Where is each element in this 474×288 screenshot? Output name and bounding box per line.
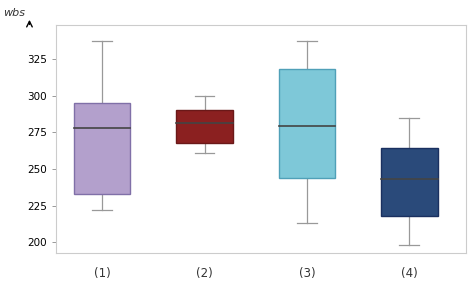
Text: wbs: wbs xyxy=(3,8,25,18)
Bar xyxy=(176,110,233,143)
Bar xyxy=(74,103,130,194)
Bar xyxy=(381,148,438,216)
Bar xyxy=(279,69,335,178)
